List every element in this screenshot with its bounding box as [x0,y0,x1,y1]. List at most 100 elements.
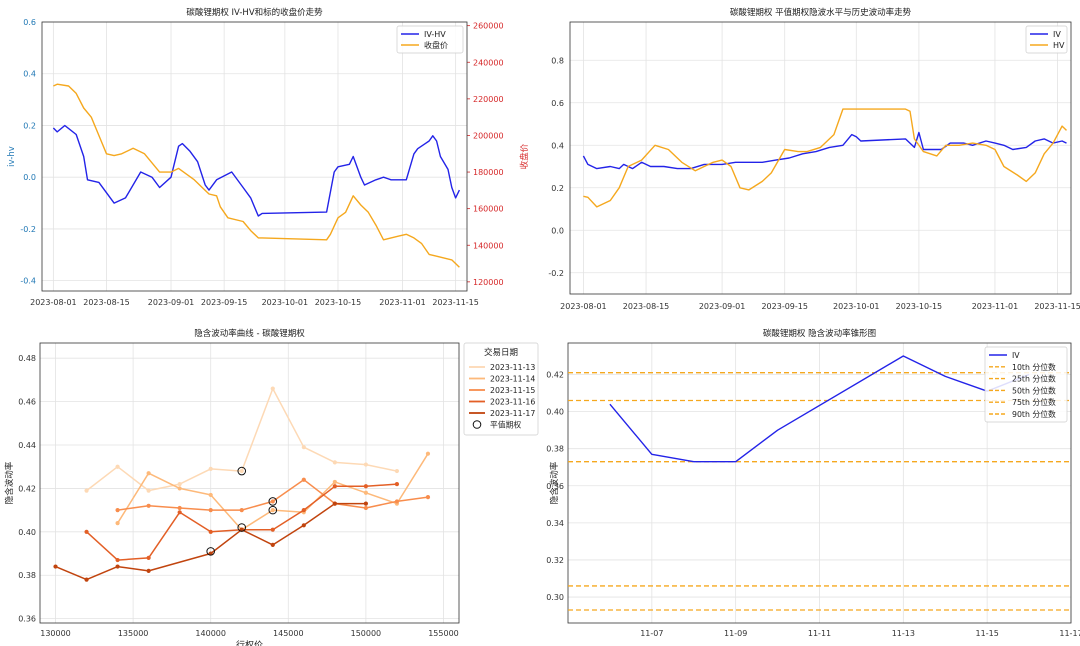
p3-y-tick-label: 0.42 [18,484,36,493]
p1-frame [41,21,468,292]
p3-x-tick-label: 145000 [273,629,304,638]
p3-series-point-0 [363,462,368,467]
p2-x-tick-label: 2023-11-15 [1034,302,1080,311]
p2-x-tick-label: 2023-08-15 [623,302,670,311]
p1-y-tick-label: 0.4 [23,70,36,79]
p2-legend-label-0: IV [1053,30,1061,39]
p3-series-point-1 [115,521,120,526]
p4-y-tick-label: 0.38 [546,445,564,454]
p1-y2-tick-label: 220000 [473,95,504,104]
p3-x-tick-label: 155000 [428,629,459,638]
p4-frame [567,342,1072,624]
p1-x-tick-label: 2023-11-15 [432,298,479,307]
p2-y-tick-label: 0.0 [551,226,564,235]
p2-x-tick-label: 2023-11-01 [972,302,1019,311]
p3-series-point-2 [394,499,400,504]
p3-series-point-1 [270,508,275,513]
p3-series-point-2 [425,495,431,500]
p1-y2-label: 收盘价 [519,143,530,169]
p4-legend [984,346,1068,423]
p2-frame [569,21,1072,295]
p3-series-point-2 [208,508,213,513]
p3-series-point-4 [332,501,337,506]
p4-y-tick-label: 0.40 [546,408,564,417]
p3-series-point-1 [363,490,368,495]
p4-y-tick-label: 0.32 [546,556,564,565]
p3-x-tick-label: 135000 [118,629,149,638]
p3-series-point-3 [363,484,368,489]
p4-y-tick-label: 0.34 [546,519,564,528]
p3-y-label: 隐含波动率 [4,461,15,504]
p1-x-tick-label: 2023-10-15 [315,298,362,307]
p4-legend-label-0: IV [1012,351,1020,360]
p3-title: 隐含波动率曲线 - 碳酸锂期权 [194,328,305,339]
p1-x-tick-label: 2023-08-15 [83,298,130,307]
p1-y-tick-label: 0.6 [23,18,36,27]
p3-atm-marker [206,547,216,556]
p3-series-point-3 [270,527,275,532]
p4-x-tick-label: 11-11 [808,629,831,638]
p1-y2-tick-label: 260000 [473,22,504,31]
p3-series-point-2 [301,477,306,482]
p3-series-point-0 [394,468,400,474]
p1-series-line-1 [53,83,460,268]
p2-title: 碳酸锂期权 平值期权隐波水平与历史波动率走势 [730,7,912,18]
p3-series-line-4 [55,502,366,581]
p3-series-point-4 [146,568,151,574]
p2-y-tick-label: 0.8 [551,56,564,65]
p3-series-point-4 [115,564,120,569]
p2-y-tick-label: 0.6 [551,99,564,108]
p3-series-point-2 [363,505,368,511]
p3-series-point-1 [208,492,213,498]
p3-x-tick-label: 140000 [195,629,226,638]
p1-y-label: iv-hv [7,146,17,167]
p1-x-tick-label: 2023-11-01 [379,298,426,307]
p1-y2-tick-label: 120000 [473,278,504,287]
p3-atm-marker [268,497,278,506]
p3-series-point-0 [115,464,120,469]
p3-series-point-4 [53,564,58,569]
p3-series-point-2 [239,508,244,513]
p1-y2-tick-label: 200000 [473,131,504,140]
p3-series-point-1 [177,486,182,491]
p3-series-point-0 [332,460,337,465]
p1-x-tick-label: 2023-10-01 [262,298,309,307]
p2-y-tick-label: 0.4 [551,141,564,150]
p1-x-tick-label: 2023-08-01 [30,298,77,307]
p4-y-label: 隐含波动率 [549,461,560,504]
p3-series-point-1 [425,451,431,456]
p3-legend-label-4: 2023-11-17 [490,409,535,418]
p3-legend-title: 交易日期 [484,347,518,358]
p3-atm-marker [237,466,247,476]
p1-x-tick-label: 2023-09-01 [148,298,195,307]
p3-series-point-3 [146,555,151,560]
p1-y-tick-label: 0.2 [23,121,36,130]
p3-series-point-0 [177,481,182,487]
p3-atm-marker [237,523,247,532]
p1-y-tick-label: -0.2 [20,225,36,234]
p1-y2-tick-label: 140000 [473,241,504,250]
p2-x-tick-label: 2023-10-15 [896,302,943,311]
p3-series-point-0 [270,386,275,391]
p4-x-tick-label: 11-15 [976,629,999,638]
p3-frame [39,342,460,624]
p3-legend-atm-marker [472,420,482,429]
p1-y-tick-label: 0.0 [23,173,36,182]
p3-series-point-4 [84,577,89,582]
p3-x-tick-label: 150000 [351,629,382,638]
p3-y-tick-label: 0.48 [18,354,36,363]
p3-series-point-3 [177,510,182,515]
p4-legend-label-1: 10th 分位数 [1012,362,1056,372]
p3-series-point-2 [270,499,275,504]
p3-series-point-0 [84,488,89,493]
p1-y2-tick-label: 180000 [473,168,504,177]
p2-series-line-0 [582,131,1067,170]
p2-x-tick-label: 2023-09-15 [761,302,808,311]
p2-x-tick-label: 2023-09-01 [699,302,746,311]
p3-series-point-0 [239,468,244,474]
p4-legend-label-2: 25th 分位数 [1012,374,1056,384]
p4-legend-label-5: 90th 分位数 [1012,409,1056,419]
p4-y-tick-label: 0.36 [546,482,564,491]
